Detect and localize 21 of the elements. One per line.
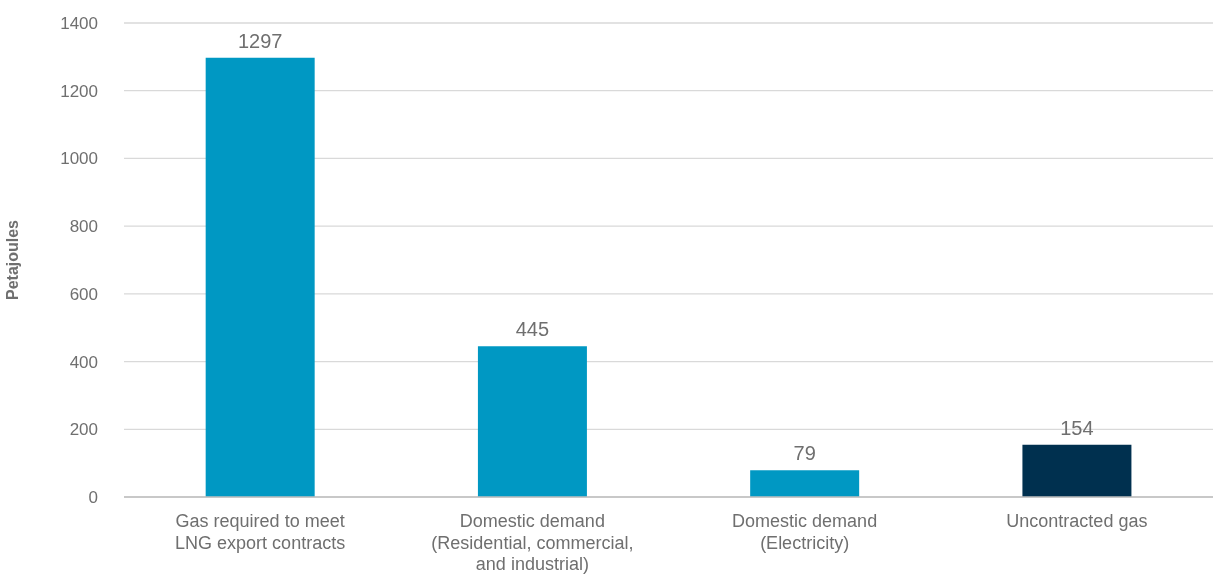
y-tick-label: 0	[88, 488, 98, 508]
x-tick-label: Domestic demand (Residential, commercial, and industrial)	[431, 511, 634, 574]
x-tick-label: Domestic demand (Electricity)	[732, 511, 878, 553]
bar	[205, 57, 315, 497]
data-label: 79	[793, 442, 816, 465]
y-tick-label: 1000	[60, 149, 98, 169]
bar	[1022, 444, 1132, 497]
y-tick-label: 400	[69, 352, 98, 372]
x-tick-label: Uncontracted gas	[1006, 511, 1148, 531]
data-label: 154	[1060, 416, 1094, 439]
x-tick-label: Gas required to meet LNG export contracts	[175, 511, 346, 553]
y-tick-label: 600	[69, 284, 98, 304]
bar	[477, 346, 587, 497]
y-tick-label: 1200	[60, 81, 98, 101]
y-tick-label: 200	[69, 420, 98, 440]
y-axis-title: Petajoules	[3, 219, 21, 301]
y-tick-label: 800	[69, 217, 98, 237]
y-tick-label: 1400	[60, 14, 98, 34]
data-label: 1297	[237, 29, 283, 52]
data-label: 445	[515, 318, 550, 341]
bar	[750, 470, 860, 497]
